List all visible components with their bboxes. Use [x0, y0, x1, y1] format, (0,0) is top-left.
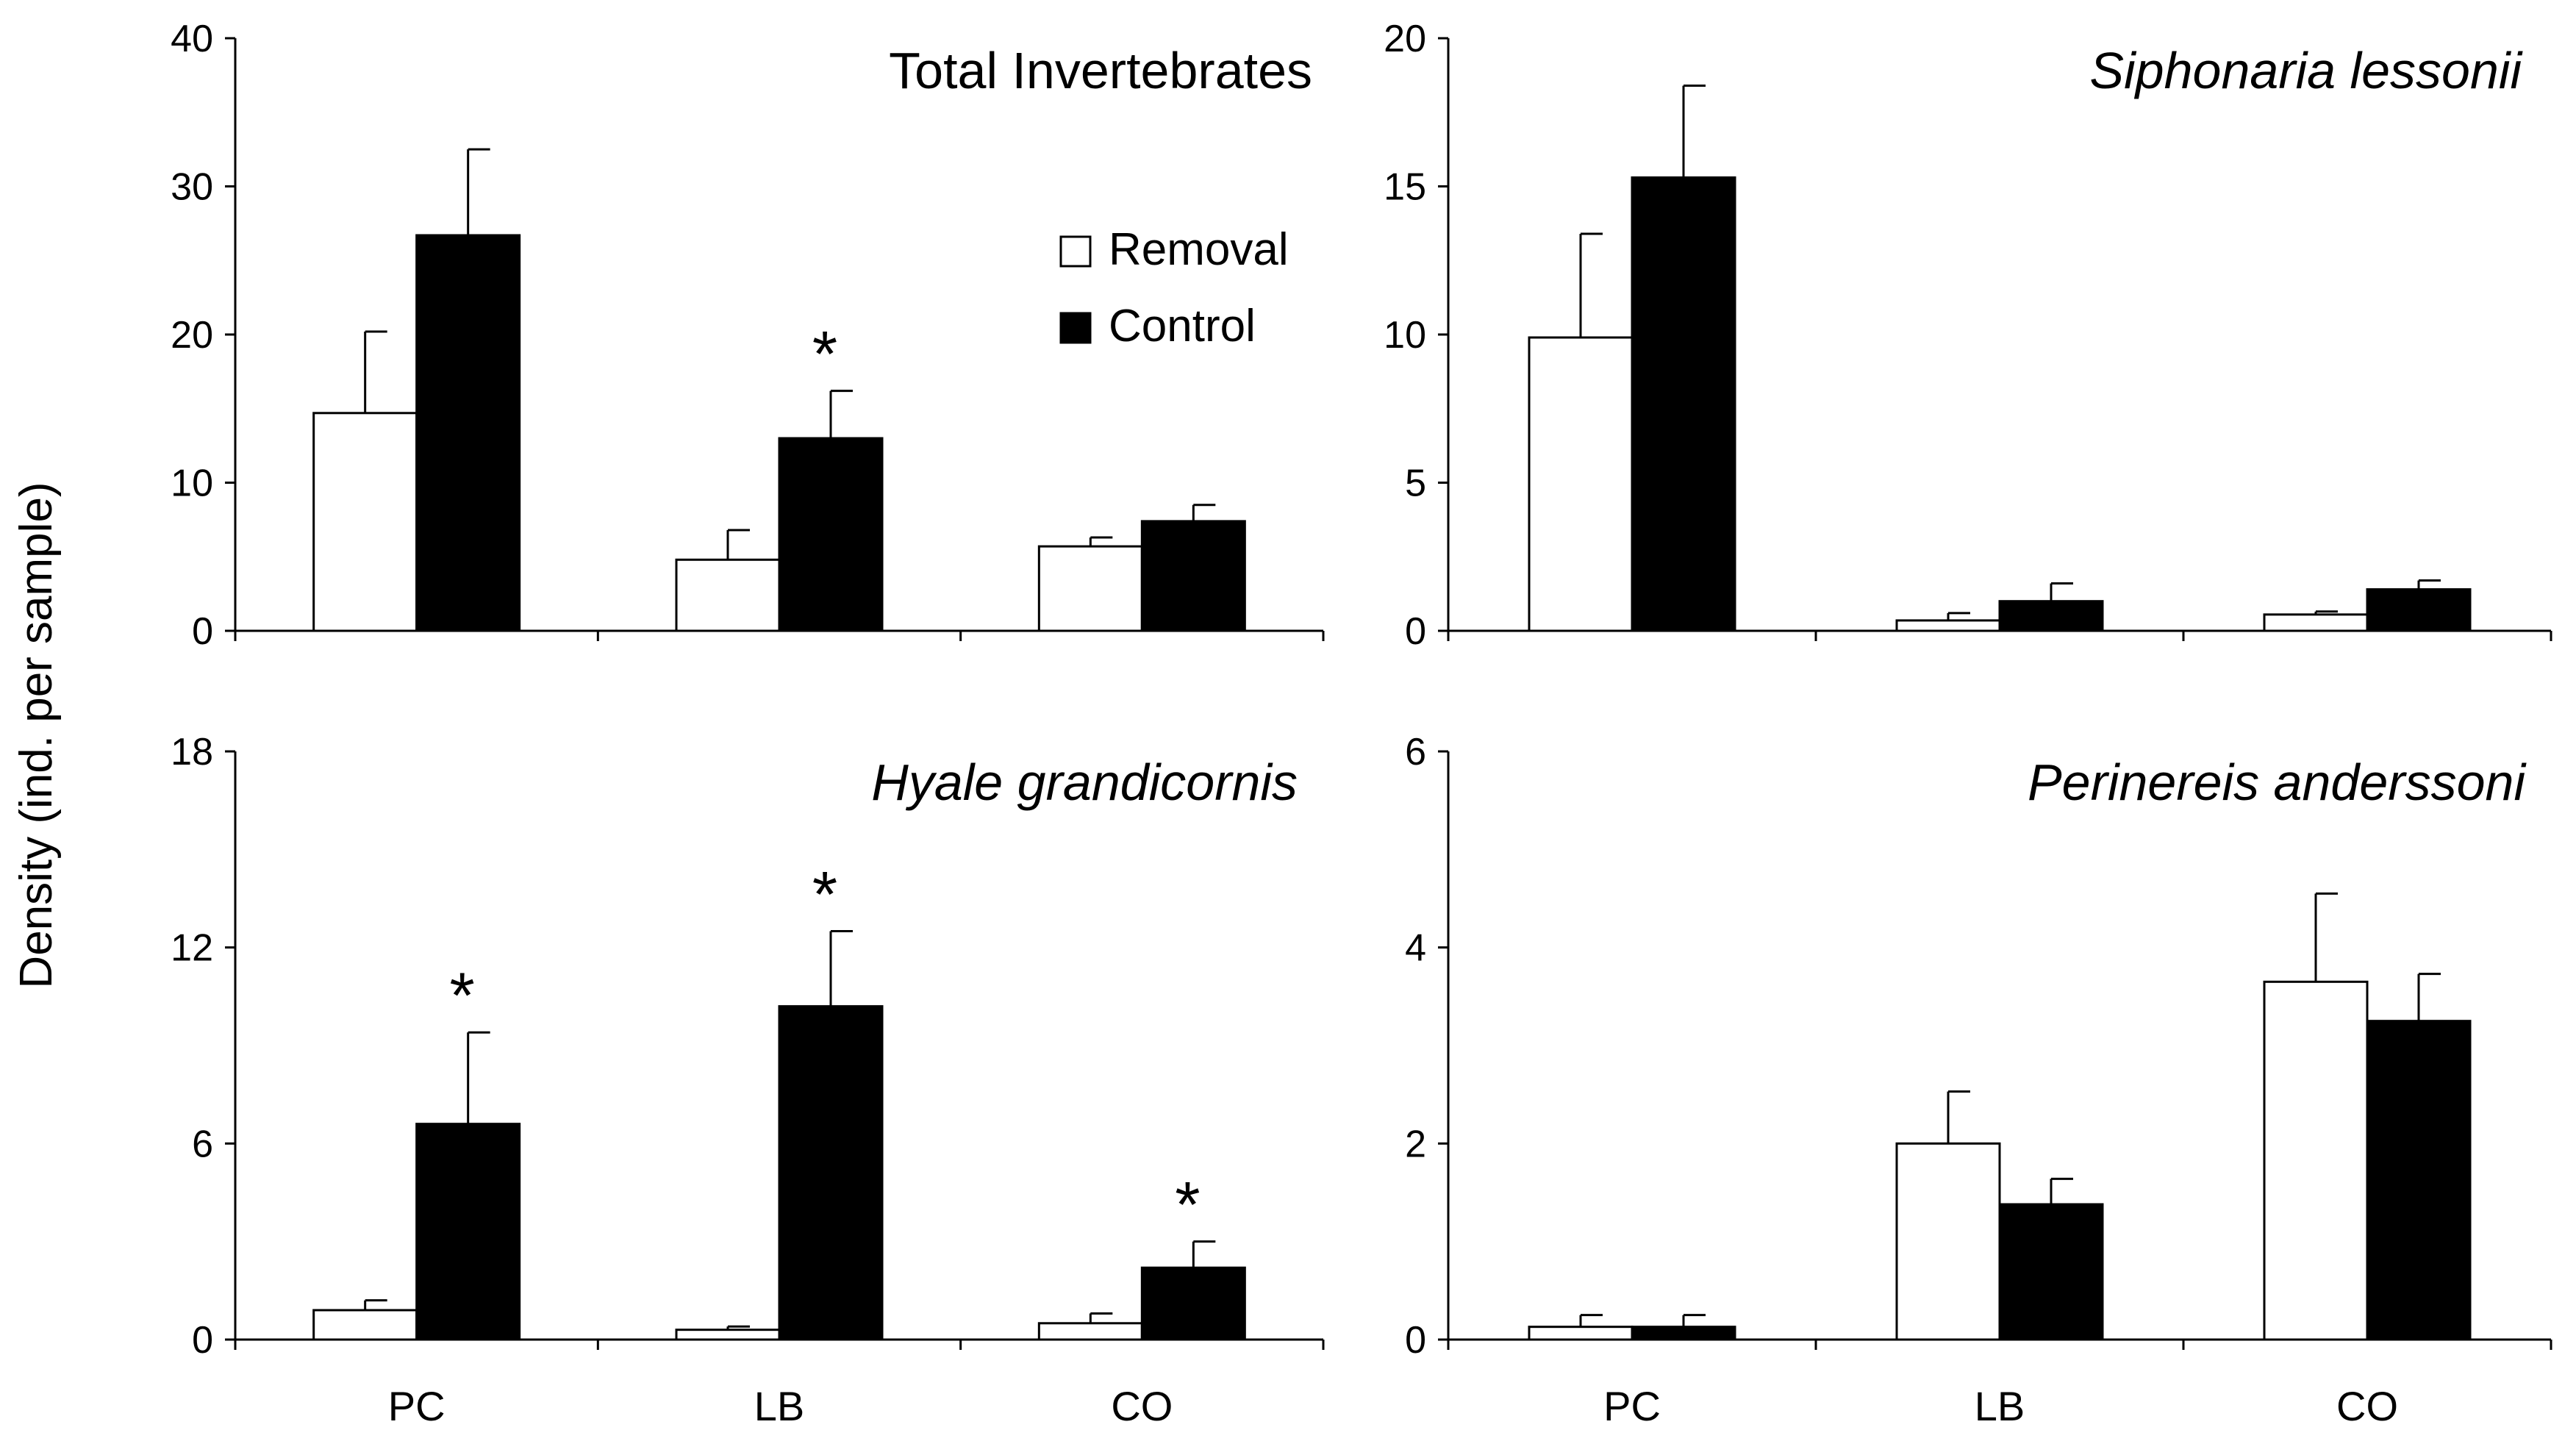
- perinereis-ytick-label-1: 2: [1405, 1123, 1426, 1165]
- siphonaria-ytick-label-0: 0: [1405, 610, 1426, 653]
- hyale-bar-removal-pc: [312, 1309, 418, 1341]
- total-bar-removal-pc: [312, 412, 418, 632]
- hyale-bar-control-co: [1140, 1266, 1246, 1341]
- total-ytick-label-4: 40: [171, 18, 213, 60]
- total-bar-control-co: [1140, 520, 1246, 632]
- total-ytick-label-1: 10: [171, 462, 213, 505]
- hyale-category-label-lb: LB: [754, 1383, 805, 1429]
- siphonaria-bar-removal-pc: [1528, 336, 1634, 632]
- hyale-bar-removal-co: [1037, 1322, 1143, 1341]
- legend-swatch-removal: [1059, 235, 1092, 268]
- hyale-bar-removal-lb: [675, 1329, 781, 1341]
- perinereis-bar-removal-lb: [1895, 1142, 2001, 1341]
- total-ytick-label-0: 0: [192, 610, 213, 653]
- hyale-category-label-pc: PC: [388, 1383, 446, 1429]
- siphonaria-panel-title: Siphonaria lessonii: [2089, 42, 2523, 99]
- legend-swatch-control: [1059, 312, 1092, 344]
- hyale-significance-star-lb: *: [812, 857, 837, 930]
- perinereis-ytick-label-3: 6: [1405, 731, 1426, 773]
- hyale-panel-title: Hyale grandicornis: [871, 754, 1298, 811]
- hyale-ytick-label-0: 0: [192, 1319, 213, 1362]
- hyale-ytick-label-1: 6: [192, 1123, 213, 1165]
- hyale-ytick-label-3: 18: [171, 731, 213, 773]
- total-bar-removal-co: [1037, 545, 1143, 632]
- perinereis-ytick-label-2: 4: [1405, 927, 1426, 970]
- perinereis-bar-removal-co: [2263, 980, 2369, 1341]
- siphonaria-bar-control-pc: [1631, 176, 1736, 632]
- hyale-category-label-co: CO: [1111, 1383, 1173, 1429]
- hyale-significance-star-pc: *: [450, 959, 475, 1032]
- total-bar-control-lb: [778, 437, 884, 632]
- siphonaria-ytick-label-1: 5: [1405, 462, 1426, 505]
- siphonaria-ytick-label-2: 10: [1384, 314, 1426, 357]
- perinereis-bar-removal-pc: [1528, 1326, 1634, 1341]
- siphonaria-bar-removal-lb: [1895, 619, 2001, 632]
- siphonaria-ytick-label-3: 15: [1384, 166, 1426, 209]
- hyale-bar-control-pc: [415, 1123, 521, 1341]
- total-bar-control-pc: [415, 234, 521, 632]
- total-ytick-label-2: 20: [171, 314, 213, 357]
- siphonaria-bar-control-co: [2366, 588, 2472, 632]
- perinereis-bar-control-co: [2366, 1020, 2472, 1341]
- legend-label-removal: Removal: [1109, 224, 1289, 275]
- perinereis-category-label-lb: LB: [1975, 1383, 2025, 1429]
- perinereis-panel-title: Perinereis anderssoni: [2028, 754, 2527, 811]
- legend-label-control: Control: [1109, 301, 1256, 351]
- hyale-ytick-label-2: 12: [171, 927, 213, 970]
- siphonaria-ytick-label-4: 20: [1384, 18, 1426, 60]
- total-panel-title: Total Invertebrates: [889, 42, 1312, 99]
- siphonaria-bar-control-lb: [1998, 600, 2104, 632]
- hyale-bar-control-lb: [778, 1005, 884, 1341]
- siphonaria-bar-removal-co: [2263, 613, 2369, 632]
- perinereis-category-label-pc: PC: [1603, 1383, 1661, 1429]
- perinereis-bar-control-lb: [1998, 1203, 2104, 1341]
- hyale-significance-star-co: *: [1175, 1168, 1200, 1241]
- total-bar-removal-lb: [675, 558, 781, 632]
- perinereis-bar-control-pc: [1631, 1326, 1736, 1341]
- perinereis-ytick-label-0: 0: [1405, 1319, 1426, 1362]
- perinereis-category-label-co: CO: [2336, 1383, 2398, 1429]
- total-significance-star-lb: *: [812, 318, 837, 390]
- y-axis-label: Density (ind. per sample): [11, 482, 62, 988]
- total-ytick-label-3: 30: [171, 166, 213, 209]
